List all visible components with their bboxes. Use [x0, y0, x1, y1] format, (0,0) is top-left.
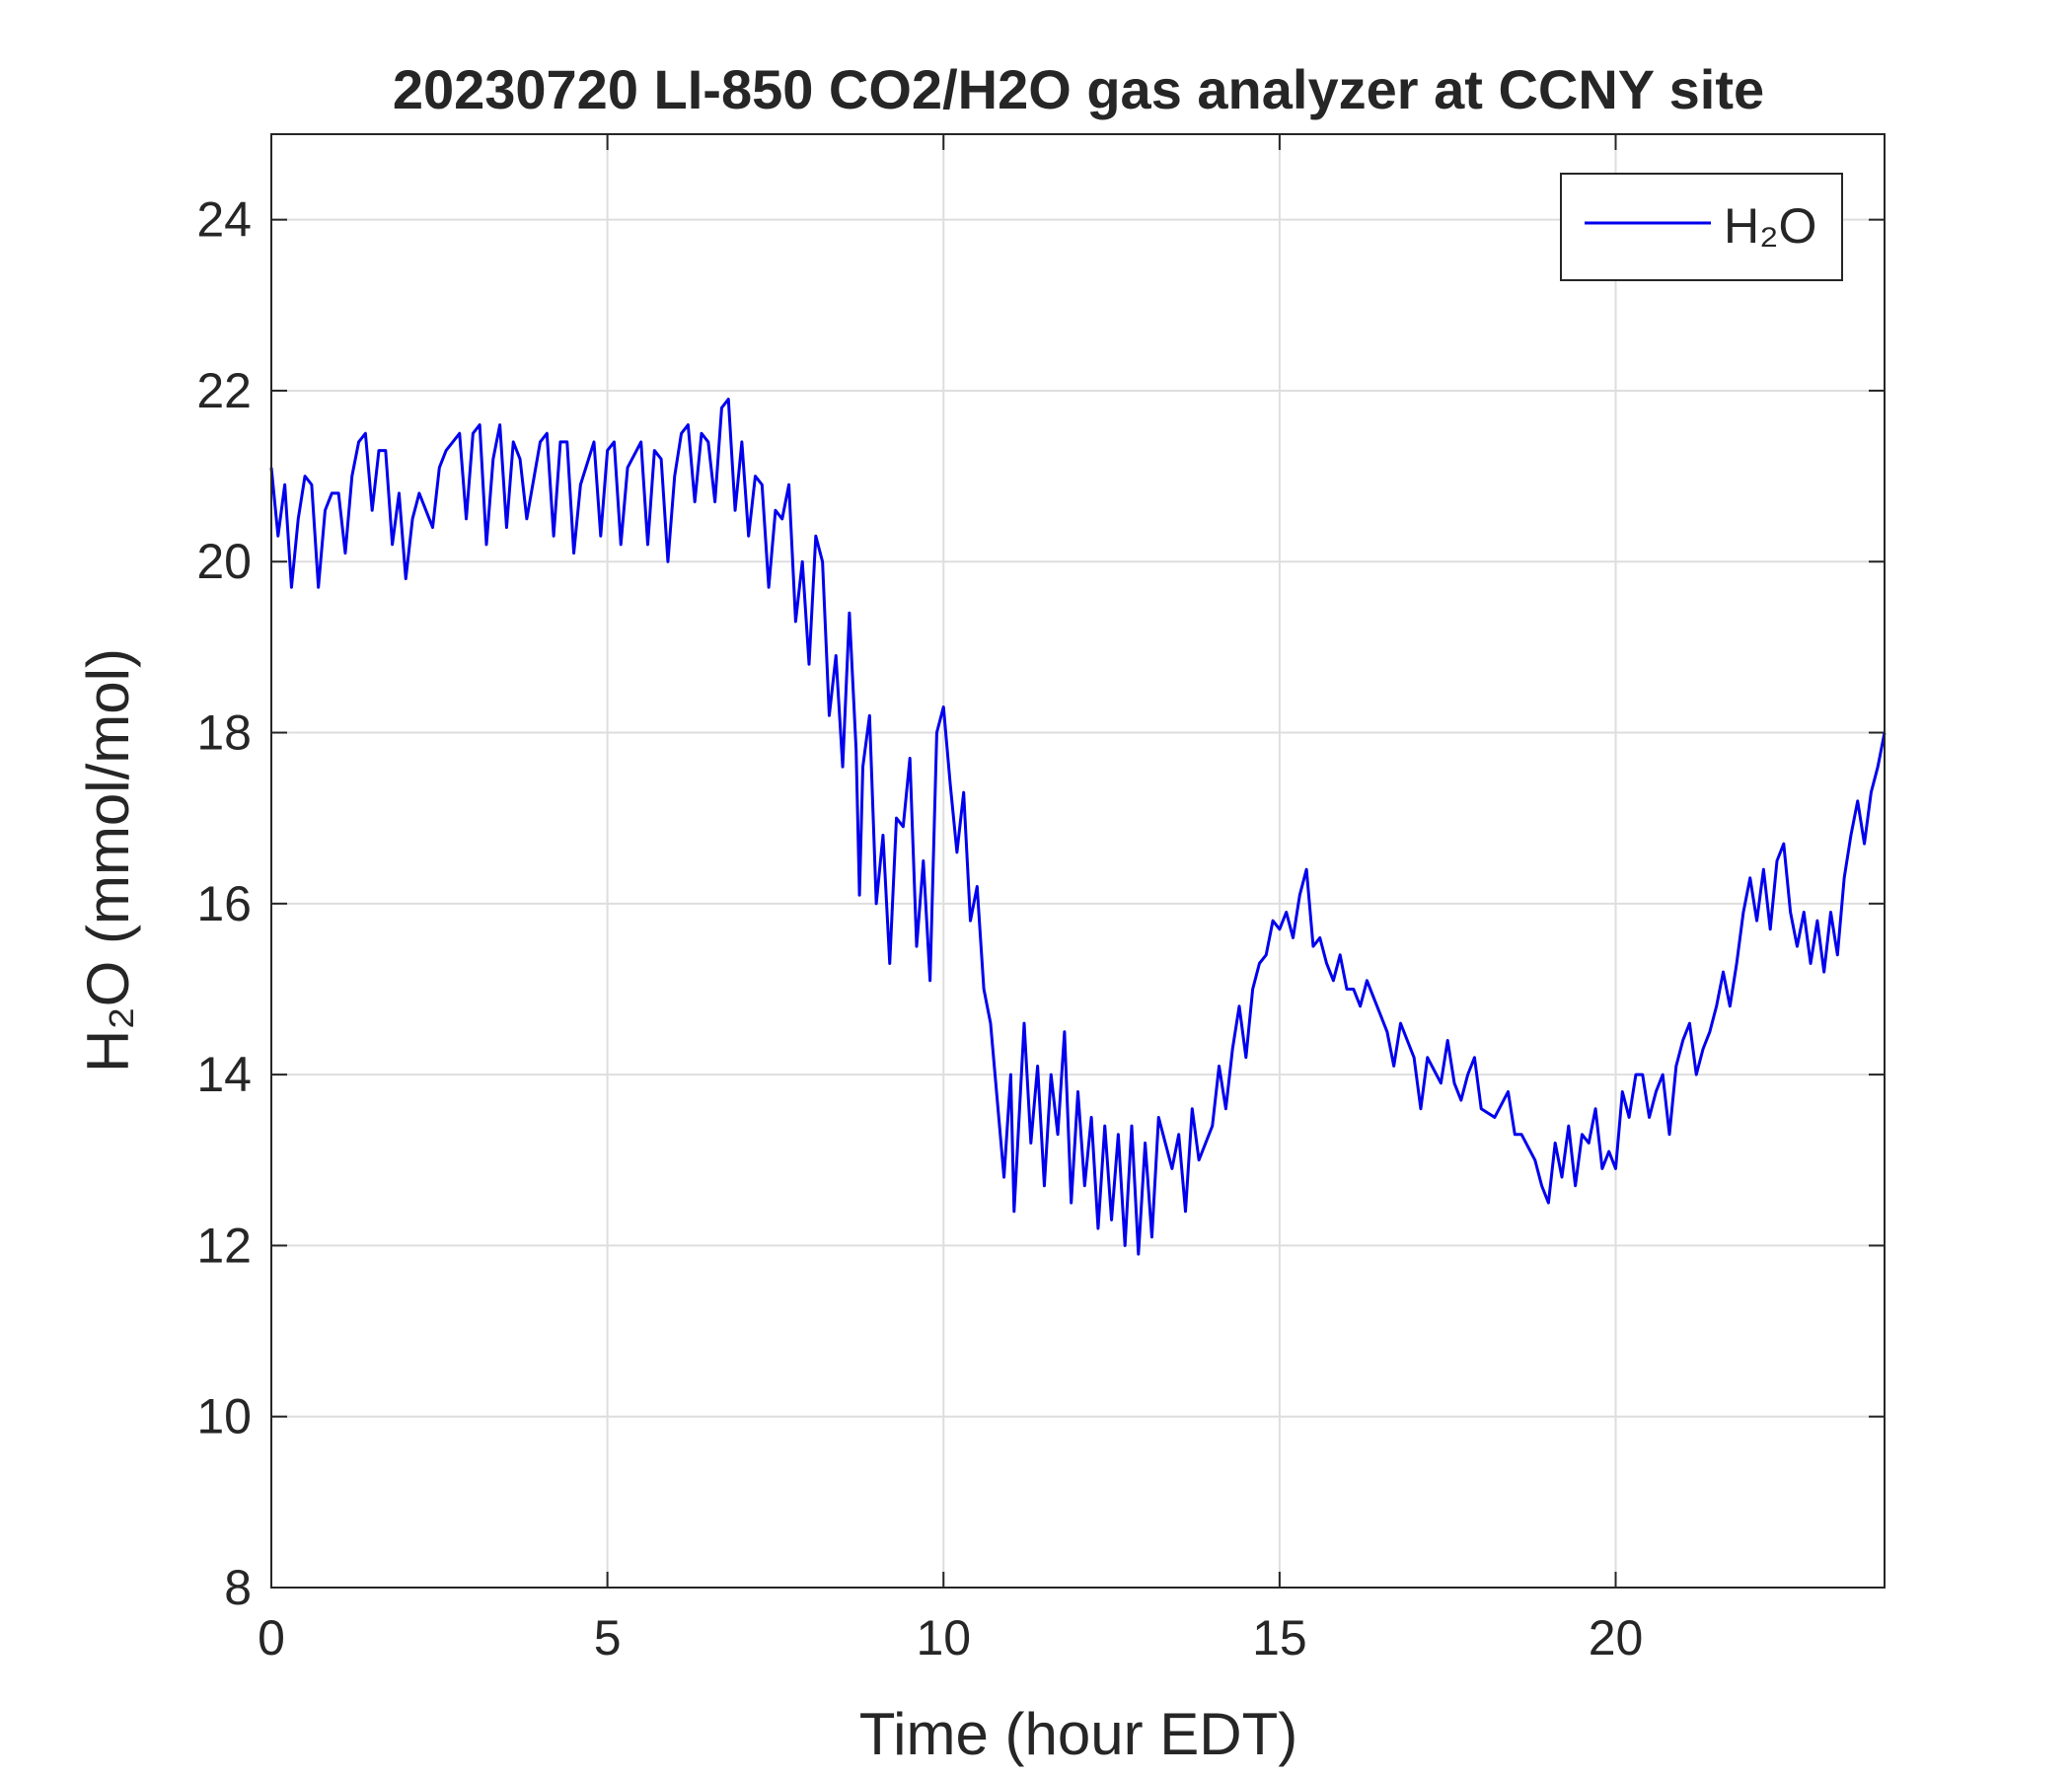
x-tick-label: 10 [916, 1610, 971, 1665]
y-tick-label: 14 [196, 1047, 252, 1102]
x-tick-label: 15 [1252, 1610, 1307, 1665]
data-line [269, 398, 1887, 1256]
y-tick-label: 22 [196, 363, 252, 418]
y-tick-label: 12 [196, 1218, 252, 1273]
y-tick-label: 16 [196, 876, 252, 931]
y-tick-label: 8 [224, 1560, 252, 1615]
x-axis-label: Time (hour EDT) [859, 1701, 1298, 1767]
axes-box [270, 133, 1886, 1589]
y-tick-label: 20 [196, 534, 252, 589]
x-tick-label: 0 [258, 1610, 285, 1665]
chart-title: 20230720 LI-850 CO2/H2O gas analyzer at … [393, 58, 1764, 120]
x-tick-label: 5 [594, 1610, 622, 1665]
y-tick-label: 24 [196, 192, 252, 248]
y-tick-label: 10 [196, 1389, 252, 1444]
x-tick-label: 20 [1589, 1610, 1644, 1665]
legend-box [1560, 173, 1843, 281]
y-tick-label: 18 [196, 705, 252, 761]
legend-label: H₂O [1724, 198, 1816, 254]
y-axis-label: H₂O (mmol/mol) [75, 648, 141, 1073]
